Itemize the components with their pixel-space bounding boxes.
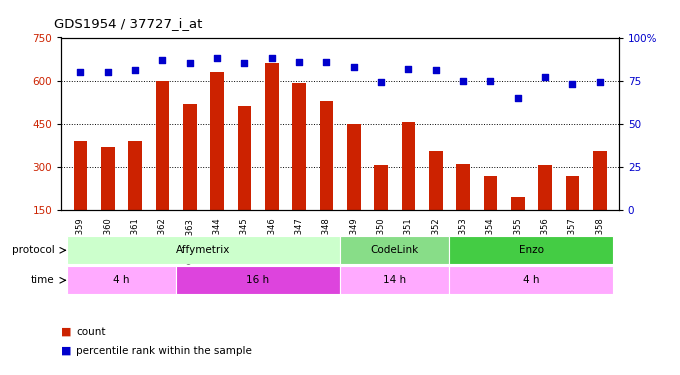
- Bar: [73, 141, 87, 210]
- Text: Enzo: Enzo: [519, 245, 544, 255]
- Text: ■: ■: [61, 346, 71, 355]
- Text: Affymetrix: Affymetrix: [176, 245, 231, 255]
- Point: [102, 69, 113, 75]
- Text: GDS1954 / 37727_i_at: GDS1954 / 37727_i_at: [54, 17, 203, 30]
- Point: [375, 80, 386, 86]
- Bar: [237, 106, 251, 210]
- Bar: [449, 236, 613, 264]
- Point: [485, 78, 496, 84]
- Bar: [210, 72, 224, 210]
- Point: [430, 67, 441, 73]
- Point: [348, 64, 359, 70]
- Text: count: count: [76, 327, 105, 337]
- Bar: [320, 101, 333, 210]
- Point: [294, 58, 305, 64]
- Point: [458, 78, 469, 84]
- Bar: [566, 176, 579, 210]
- Bar: [265, 63, 279, 210]
- Text: 16 h: 16 h: [246, 275, 269, 285]
- Point: [130, 67, 141, 73]
- Point: [211, 55, 222, 61]
- Text: ■: ■: [61, 327, 71, 337]
- Bar: [183, 104, 197, 210]
- Bar: [340, 266, 449, 294]
- Point: [512, 95, 523, 101]
- Point: [184, 60, 195, 66]
- Point: [403, 66, 413, 72]
- Bar: [511, 197, 524, 210]
- Text: time: time: [31, 275, 54, 285]
- Bar: [340, 236, 449, 264]
- Bar: [429, 151, 443, 210]
- Point: [75, 69, 86, 75]
- Bar: [449, 266, 613, 294]
- Text: 14 h: 14 h: [383, 275, 406, 285]
- Point: [157, 57, 168, 63]
- Bar: [67, 236, 340, 264]
- Text: 4 h: 4 h: [523, 275, 540, 285]
- Point: [594, 80, 605, 86]
- Bar: [483, 176, 497, 210]
- Bar: [374, 165, 388, 210]
- Point: [267, 55, 277, 61]
- Point: [239, 60, 250, 66]
- Bar: [538, 165, 552, 210]
- Bar: [67, 266, 176, 294]
- Bar: [401, 122, 415, 210]
- Point: [321, 58, 332, 64]
- Text: percentile rank within the sample: percentile rank within the sample: [76, 346, 252, 355]
- Bar: [101, 147, 114, 210]
- Bar: [456, 164, 470, 210]
- Text: protocol: protocol: [12, 245, 54, 255]
- Text: CodeLink: CodeLink: [371, 245, 419, 255]
- Bar: [593, 151, 607, 210]
- Text: 4 h: 4 h: [113, 275, 130, 285]
- Bar: [292, 84, 306, 210]
- Bar: [176, 266, 340, 294]
- Point: [567, 81, 578, 87]
- Bar: [128, 141, 142, 210]
- Point: [539, 74, 550, 80]
- Bar: [156, 81, 169, 210]
- Bar: [347, 124, 360, 210]
